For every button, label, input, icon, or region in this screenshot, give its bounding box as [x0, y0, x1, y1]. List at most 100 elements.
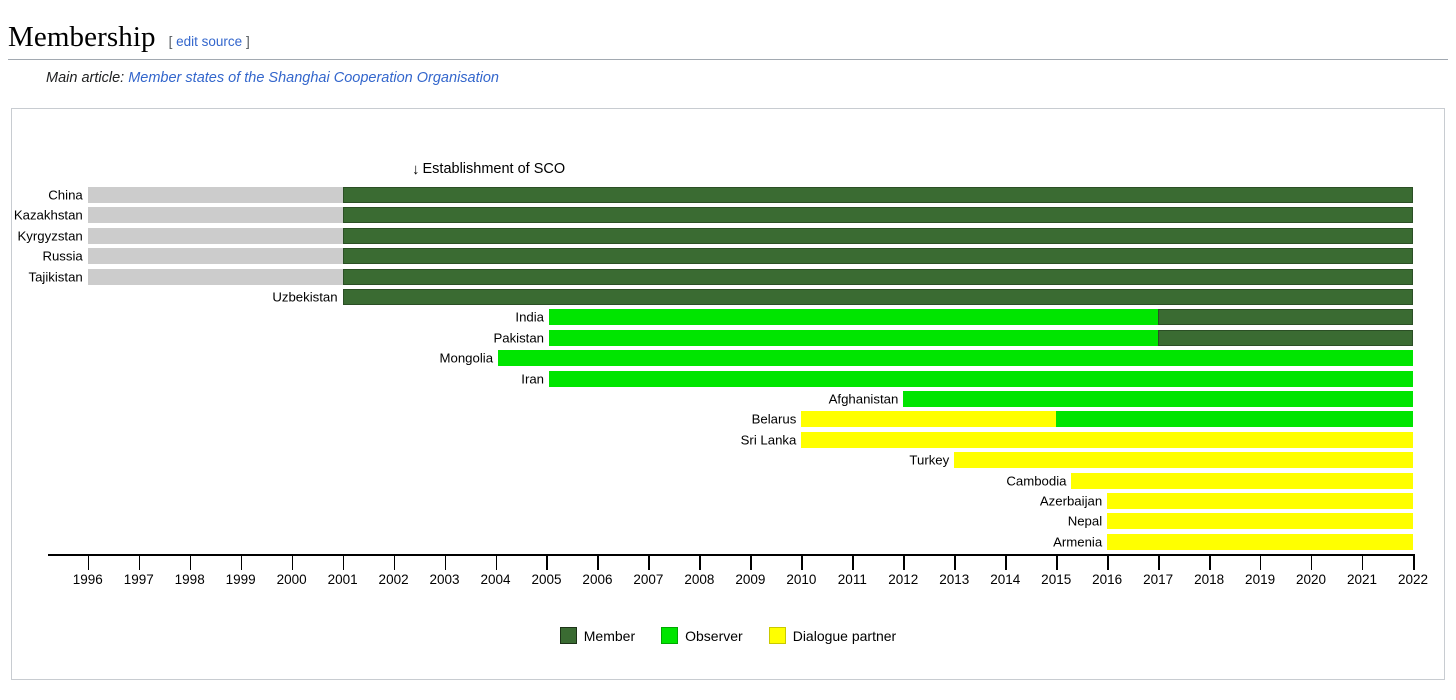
row-label: Tajikistan: [28, 268, 83, 284]
bar-segment-dialogue: [954, 452, 1413, 469]
bar-segment-observer: [903, 391, 1413, 407]
hatnote-prefix: Main article:: [46, 70, 125, 86]
timeline-row: Uzbekistan: [272, 289, 1413, 305]
bar-segment-member: [1158, 309, 1413, 326]
x-axis-tick: [1311, 555, 1313, 570]
x-axis-tick-label: 2018: [1194, 572, 1225, 587]
x-axis-tick: [954, 555, 956, 570]
row-label: China: [48, 187, 83, 203]
x-axis-tick: [444, 555, 446, 570]
x-axis-tick-label: 2022: [1397, 572, 1429, 587]
row-label: Russia: [42, 248, 83, 264]
bar-segment-member: [342, 268, 1413, 285]
x-axis-tick-label: 2015: [1041, 572, 1072, 587]
row-label: Azerbaijan: [1039, 493, 1103, 509]
legend-label: Member: [583, 627, 636, 644]
x-axis-tick-label: 2003: [429, 572, 460, 587]
legend-item-dialogue: Dialogue partner: [768, 627, 896, 644]
x-axis-tick: [393, 555, 395, 570]
x-axis-tick: [138, 555, 141, 570]
sco-annotation-label: Establishment of SCO: [422, 161, 566, 177]
sco-establishment-annotation: ↓ Establishment of SCO: [412, 161, 565, 177]
row-label: Belarus: [751, 411, 797, 427]
chart-plot-area: ↓ Establishment of SCO China Kazakhstan Kyr…: [12, 109, 1444, 679]
bar-segment-observer: [549, 370, 1413, 387]
row-label: Turkey: [909, 452, 950, 468]
x-axis-tick: [1209, 555, 1211, 570]
x-axis-tick-label: 2007: [633, 572, 664, 587]
down-arrow-icon: ↓: [412, 161, 420, 178]
page-title: Membership: [8, 21, 156, 53]
x-axis-tick-label: 2014: [990, 572, 1021, 587]
bar-segment-observer: [549, 329, 1159, 346]
bar-segment-pre: [87, 227, 343, 244]
bar-segment-dialogue: [1107, 513, 1413, 530]
bar-segment-observer: [1056, 411, 1413, 428]
timeline-row: Kyrgyzstan: [18, 227, 1413, 244]
bar-segment-pre: [87, 207, 343, 224]
x-axis-tick: [87, 555, 90, 570]
x-axis-tick-label: 2004: [480, 572, 511, 587]
timeline-row: Sri Lanka: [741, 431, 1413, 448]
bar-segment-dialogue: [1107, 493, 1413, 509]
edit-source-link[interactable]: edit source: [176, 34, 243, 49]
timeline-row: Pakistan: [493, 329, 1413, 346]
row-label: Iran: [521, 370, 545, 386]
x-axis-tick: [699, 555, 701, 570]
x-axis-tick: [597, 555, 599, 570]
row-label: Cambodia: [1006, 472, 1067, 488]
bar-segment-pre: [87, 248, 343, 265]
x-axis-tick-label: 1999: [225, 572, 256, 587]
x-axis-tick-label: 2021: [1346, 572, 1378, 587]
bar-segment-dialogue: [1107, 533, 1413, 550]
bar-segment-member: [342, 207, 1413, 224]
row-label: Nepal: [1067, 513, 1103, 529]
bar-segment-member: [342, 227, 1413, 244]
legend-swatch-dialogue-icon: [768, 627, 786, 644]
x-axis-tick-label: 2012: [888, 572, 919, 587]
chart-legend: Member Observer Dialogue partner: [12, 627, 1444, 644]
x-axis-tick: [1107, 555, 1109, 570]
x-axis-tick: [189, 555, 192, 570]
timeline-row: Russia: [42, 248, 1413, 265]
section-header: Membership [ edit source ]: [8, 21, 1432, 54]
row-label: Kazakhstan: [13, 207, 83, 223]
x-axis-tick: [750, 555, 752, 570]
x-axis-tick: [801, 555, 803, 570]
timeline-row: Afghanistan: [829, 391, 1413, 407]
timeline-row: Kazakhstan: [14, 207, 1413, 224]
membership-timeline-chart: ↓ Establishment of SCO China Kazakhstan Kyr…: [11, 108, 1445, 680]
x-axis-tick: [852, 555, 854, 570]
x-axis-tick-label: 2001: [327, 572, 358, 587]
legend-item-observer: Observer: [661, 627, 743, 644]
x-axis-line: [48, 554, 1413, 556]
x-axis-tick-label: 2011: [837, 572, 867, 587]
x-axis-tick-label: 2019: [1245, 572, 1276, 587]
x-axis-tick: [546, 555, 548, 570]
hatnote-link[interactable]: Member states of the Shanghai Cooperatio…: [128, 70, 499, 86]
row-label: Kyrgyzstan: [17, 228, 83, 244]
header-divider: [8, 59, 1448, 60]
x-axis-tick: [1005, 555, 1007, 570]
bar-segment-observer: [498, 350, 1413, 367]
edit-source-control: [ edit source ]: [169, 34, 250, 49]
row-label: Uzbekistan: [272, 289, 338, 305]
timeline-row: India: [515, 309, 1413, 326]
legend-swatch-member-icon: [559, 627, 577, 644]
x-axis-tick-label: 2009: [735, 572, 766, 587]
timeline-row: Turkey: [909, 452, 1413, 469]
row-label: Armenia: [1053, 534, 1103, 550]
x-axis-tick-label: 1997: [123, 572, 154, 587]
x-axis-tick-label: 2017: [1143, 572, 1174, 587]
bar-segment-dialogue: [801, 411, 1057, 428]
bar-segment-member: [342, 289, 1413, 305]
x-axis-tick: [903, 555, 905, 570]
x-axis-tick: [1413, 554, 1415, 570]
x-axis-tick: [495, 555, 497, 570]
bar-segment-dialogue: [1071, 472, 1413, 489]
timeline-row: Belarus: [752, 411, 1413, 428]
legend-label: Observer: [685, 627, 743, 644]
x-axis-tick-label: 2005: [531, 572, 562, 587]
x-axis-tick-label: 2016: [1092, 572, 1123, 587]
x-axis-tick: [648, 555, 650, 570]
